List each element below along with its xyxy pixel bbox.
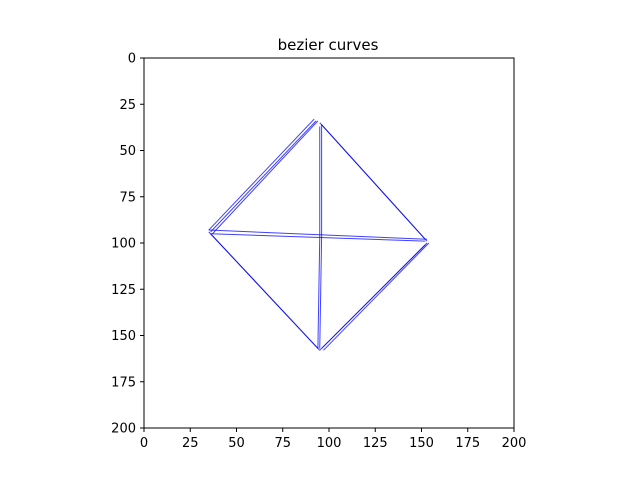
- y-tick-label: 150: [111, 329, 136, 344]
- y-tick-label: 75: [119, 190, 136, 205]
- x-tick-label: 150: [409, 436, 434, 451]
- curve-10: [210, 233, 321, 351]
- x-tick-label: 100: [317, 436, 342, 451]
- series-layer: [208, 118, 430, 351]
- curve-1: [210, 120, 317, 233]
- x-tick-label: 200: [502, 436, 527, 451]
- x-tick-label: 25: [182, 436, 199, 451]
- y-tick-label: 125: [111, 283, 136, 298]
- curve-4: [321, 124, 428, 242]
- y-tick-label: 175: [111, 375, 136, 390]
- x-tick-label: 125: [363, 436, 388, 451]
- curve-13: [323, 242, 430, 351]
- y-tick-label: 0: [128, 52, 136, 67]
- x-axis: 0 25 50 75 100 125 150 175 200: [140, 428, 527, 451]
- curve-2: [212, 120, 319, 235]
- curve-14: [317, 237, 321, 349]
- y-axis: 0 25 50 75 100 125 150 175 200: [111, 52, 144, 437]
- curve-8: [210, 233, 426, 242]
- plot-frame: [143, 57, 515, 429]
- y-tick-label: 200: [111, 422, 136, 437]
- curve-0: [208, 118, 315, 231]
- chart-title: bezier curves: [278, 36, 379, 54]
- curve-12: [319, 244, 426, 351]
- y-tick-label: 100: [111, 237, 136, 252]
- curve-7: [208, 229, 428, 240]
- x-tick-label: 50: [228, 436, 245, 451]
- y-tick-label: 50: [119, 144, 136, 159]
- x-tick-label: 175: [455, 436, 480, 451]
- y-tick-label: 25: [119, 98, 136, 113]
- x-tick-label: 75: [274, 436, 291, 451]
- curve-15: [319, 237, 323, 349]
- x-tick-label: 0: [140, 436, 148, 451]
